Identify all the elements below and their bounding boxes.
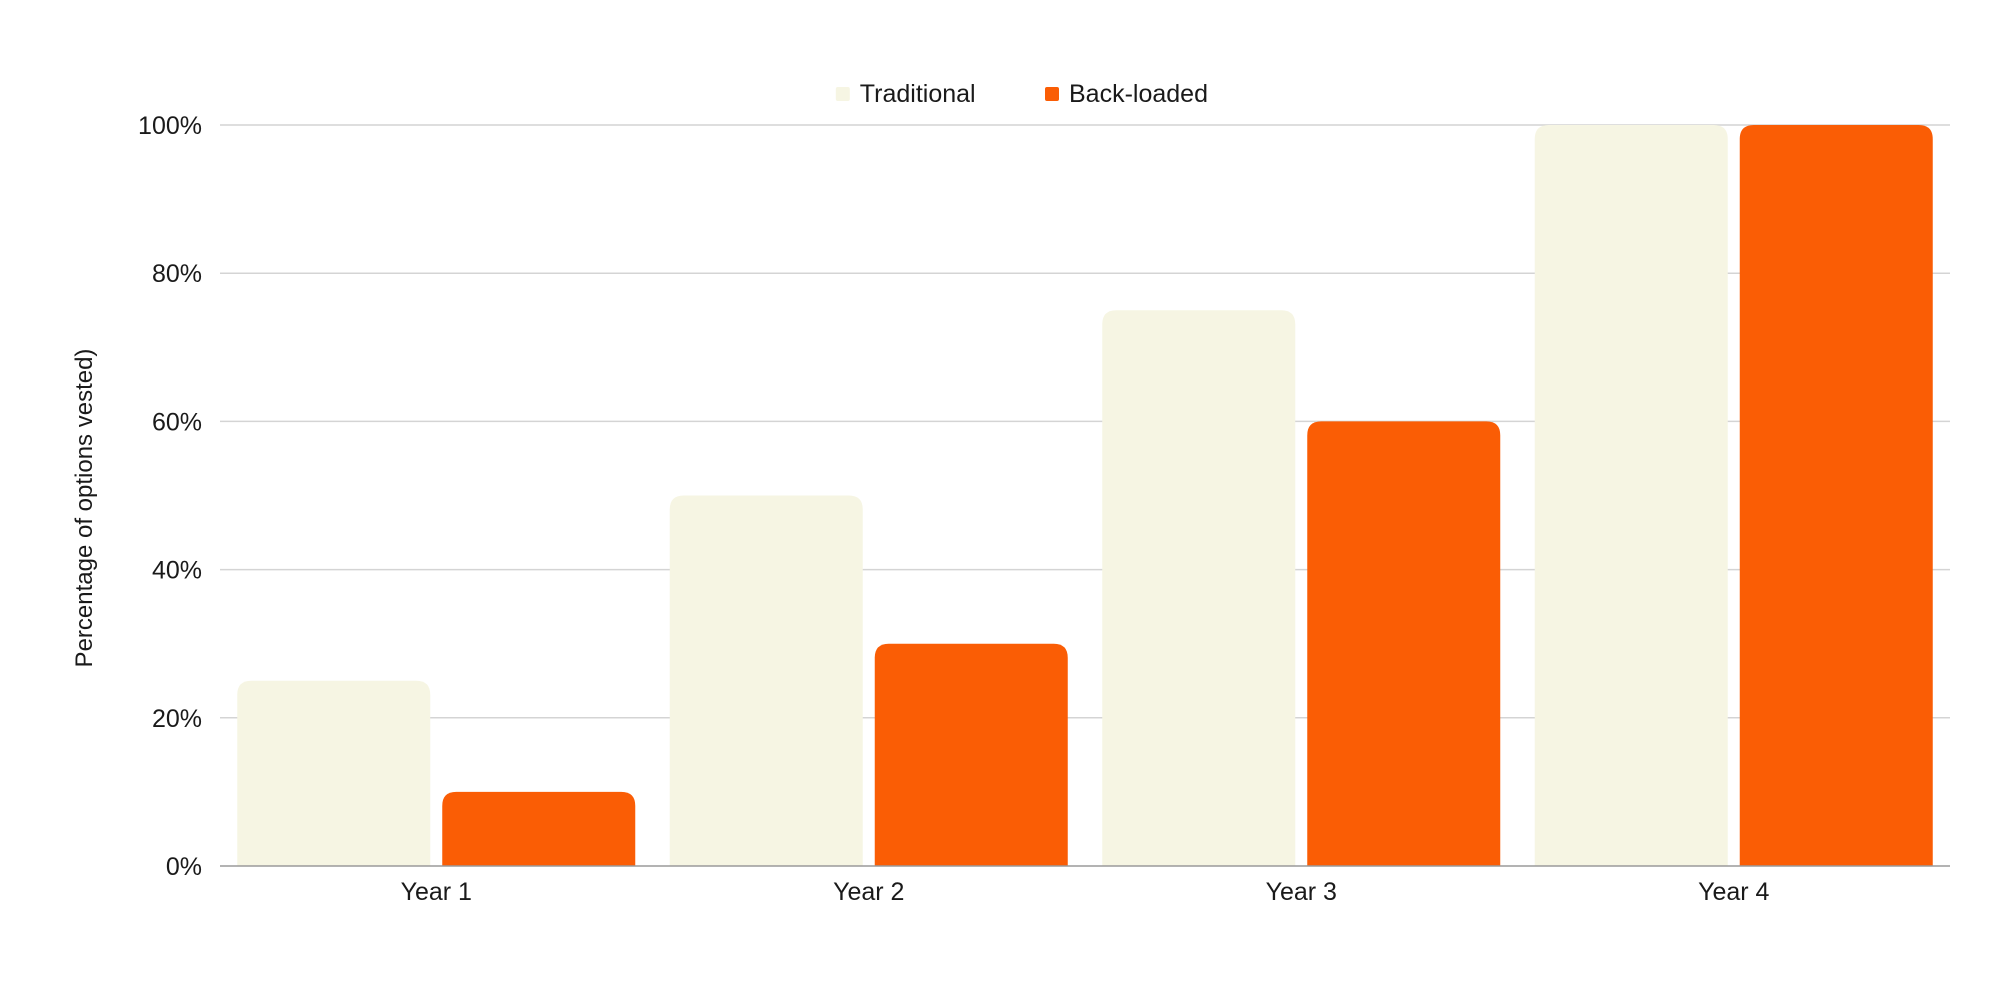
legend-swatch (1045, 87, 1059, 101)
legend-swatch (835, 87, 850, 101)
x-tick-label: Year 3 (1266, 878, 1337, 906)
bar-back-loaded-year-3 (1307, 421, 1501, 866)
bar-traditional-year-1 (237, 680, 431, 866)
bar-traditional-year-3 (1102, 310, 1296, 866)
legend-item-back-loaded: Back-loaded (1045, 80, 1208, 108)
x-tick-label: Year 1 (401, 878, 472, 906)
bars (237, 125, 1933, 866)
bar-traditional-year-2 (669, 495, 863, 866)
bar-back-loaded-year-4 (1739, 125, 1933, 866)
legend-item-traditional: Traditional (835, 80, 976, 108)
y-tick-label: 20% (152, 705, 202, 733)
y-tick-label: 0% (166, 853, 202, 881)
bar-traditional-year-4 (1534, 125, 1728, 866)
y-tick-label: 80% (152, 260, 202, 288)
y-tick-label: 40% (152, 557, 202, 585)
y-axis-label: Percentage of options vested) (71, 349, 98, 668)
x-tick-label: Year 2 (833, 878, 904, 906)
legend-label: Back-loaded (1069, 80, 1208, 108)
bar-back-loaded-year-1 (442, 791, 636, 866)
y-tick-label: 60% (152, 408, 202, 436)
bar-back-loaded-year-2 (874, 643, 1068, 866)
y-tick-label: 100% (138, 112, 202, 140)
legend-label: Traditional (860, 80, 976, 108)
axes: 0% 20% 40% 60% 80% 100% Year 1 Year 2 Year 3 Year… (138, 112, 1950, 906)
legend: Traditional Back-loaded (835, 80, 1208, 108)
x-tick-label: Year 4 (1698, 878, 1769, 906)
